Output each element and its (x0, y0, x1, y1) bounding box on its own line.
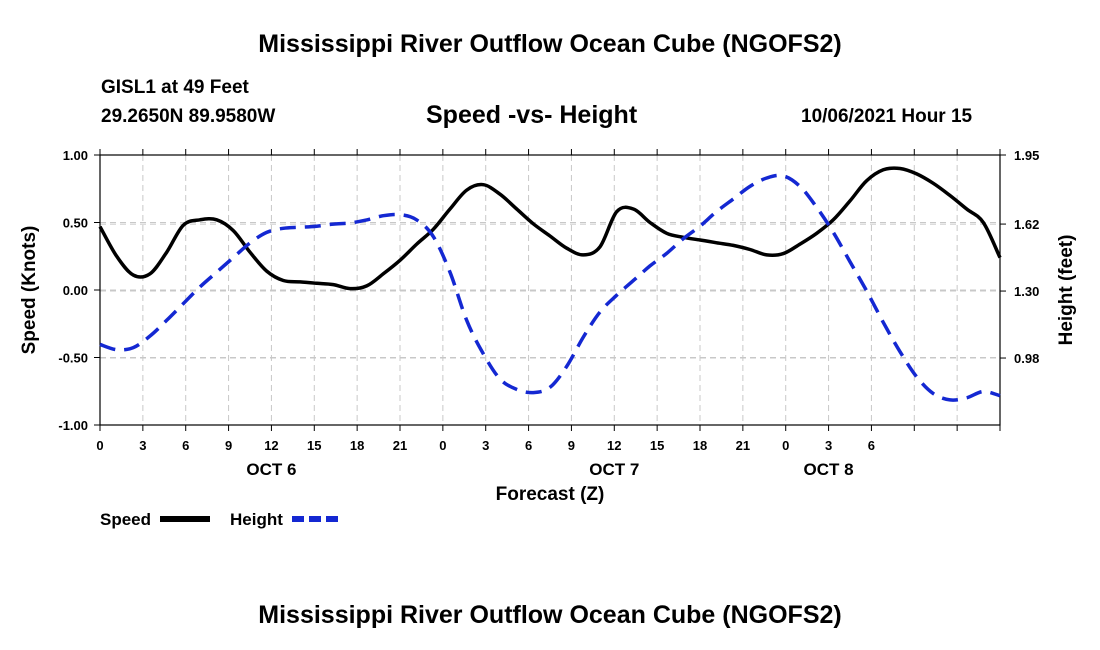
x-tick-label: 12 (607, 438, 621, 453)
station-coordinates: 29.2650N 89.9580W (101, 106, 276, 127)
chart-title: Mississippi River Outflow Ocean Cube (NG… (258, 30, 842, 58)
y-tick-label-right: 1.95 (1014, 148, 1039, 163)
x-tick-label: 3 (825, 438, 832, 453)
x-tick-label: 15 (307, 438, 321, 453)
x-tick-label: 6 (868, 438, 875, 453)
day-label: OCT 8 (804, 460, 854, 479)
x-tick-label: 15 (650, 438, 664, 453)
y-tick-label-right: 1.62 (1014, 217, 1039, 232)
x-tick-label: 18 (693, 438, 707, 453)
x-tick-label: 3 (482, 438, 489, 453)
x-tick-label: 21 (736, 438, 750, 453)
y-tick-label-left: 0.50 (63, 216, 88, 231)
y-tick-label-left: 1.00 (63, 148, 88, 163)
y-tick-label-left: -0.50 (58, 351, 88, 366)
y-tick-label-left: 0.00 (63, 283, 88, 298)
x-tick-label: 12 (264, 438, 278, 453)
y-tick-label-right: 0.98 (1014, 351, 1039, 366)
day-label: OCT 7 (589, 460, 639, 479)
series-line-height (99, 173, 1001, 402)
x-tick-label: 9 (568, 438, 575, 453)
legend-label-speed: Speed (100, 510, 151, 529)
chart-subtitle: Speed -vs- Height (426, 101, 638, 129)
x-tick-label: 0 (782, 438, 789, 453)
series-line-speed (98, 166, 1002, 291)
x-tick-label: 6 (525, 438, 532, 453)
x-axis-title: Forecast (Z) (496, 484, 605, 505)
x-tick-label: 9 (225, 438, 232, 453)
x-tick-label: 21 (393, 438, 407, 453)
station-name: GISL1 at 49 Feet (101, 77, 249, 98)
y-axis-title-right: Height (feet) (1056, 235, 1077, 346)
x-tick-label: 3 (139, 438, 146, 453)
legend-label-height: Height (230, 510, 283, 529)
x-tick-label: 0 (96, 438, 103, 453)
day-label: OCT 6 (246, 460, 296, 479)
x-tick-label: 6 (182, 438, 189, 453)
footer-title: Mississippi River Outflow Ocean Cube (NG… (258, 601, 842, 629)
y-tick-label-right: 1.30 (1014, 284, 1039, 299)
x-tick-label: 18 (350, 438, 364, 453)
y-tick-label-left: -1.00 (58, 418, 88, 433)
y-axis-title-left: Speed (Knots) (19, 226, 40, 355)
x-tick-label: 0 (439, 438, 446, 453)
forecast-datetime: 10/06/2021 Hour 15 (801, 106, 973, 127)
